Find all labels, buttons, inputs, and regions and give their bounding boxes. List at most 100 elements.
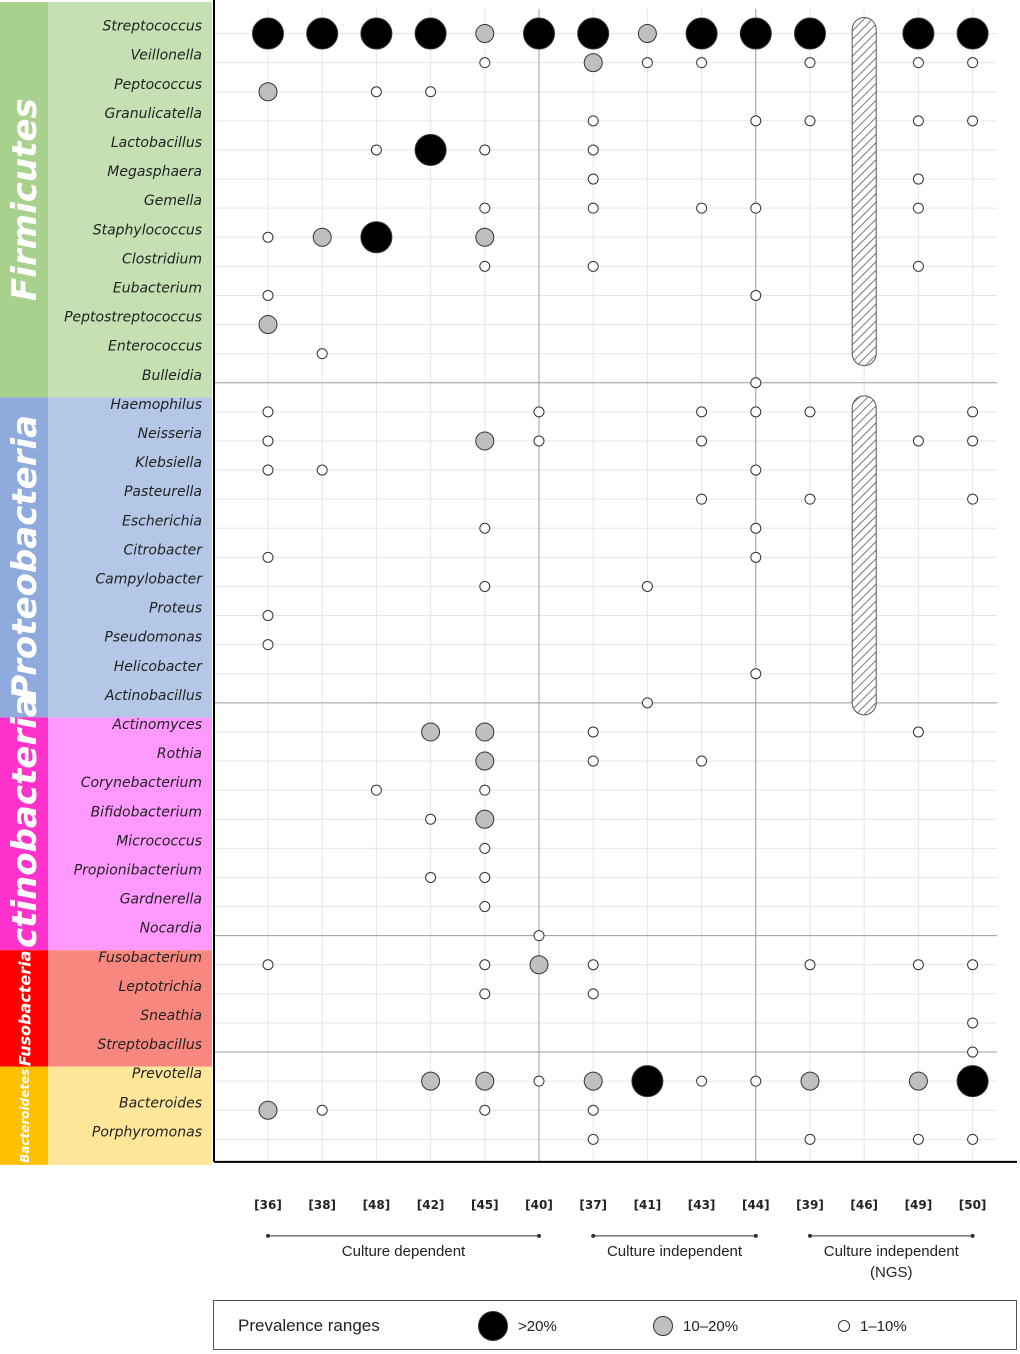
data-point bbox=[696, 755, 708, 767]
group-bracket-end bbox=[266, 1233, 270, 1238]
genus-label: Corynebacterium bbox=[81, 775, 202, 791]
phylum-label: Proteobacteria bbox=[5, 415, 45, 700]
data-point bbox=[479, 959, 491, 971]
genus-label: Citrobacter bbox=[124, 542, 204, 558]
genus-label: Streptococcus bbox=[102, 19, 202, 35]
x-tick-label: [43] bbox=[688, 1198, 716, 1212]
hatched-range bbox=[851, 17, 877, 367]
data-point bbox=[425, 871, 437, 883]
genus-label: Gardnerella bbox=[120, 892, 202, 908]
data-point bbox=[262, 610, 274, 622]
data-point bbox=[414, 133, 447, 166]
data-point bbox=[587, 115, 599, 127]
data-point bbox=[475, 431, 495, 451]
genus-label: Nocardia bbox=[140, 921, 202, 937]
legend-item-mid: 10–20% bbox=[653, 1311, 738, 1341]
prevalence-chart: FirmicutesProteobacteriaActinobacteriaFu… bbox=[0, 0, 1017, 1281]
phylum-label-area bbox=[48, 2, 212, 398]
legend-label-high: >20% bbox=[518, 1317, 557, 1335]
data-point bbox=[912, 115, 924, 127]
data-point bbox=[750, 1075, 762, 1087]
data-point bbox=[425, 86, 437, 98]
genus-label: Eubacterium bbox=[113, 280, 202, 296]
data-point bbox=[479, 784, 491, 796]
data-point bbox=[750, 377, 762, 389]
genus-label: Staphylococcus bbox=[93, 222, 202, 238]
data-point bbox=[696, 406, 708, 418]
legend-item-high: >20% bbox=[478, 1311, 557, 1341]
data-point bbox=[912, 959, 924, 971]
data-point bbox=[479, 202, 491, 214]
data-point bbox=[739, 17, 772, 50]
data-point bbox=[696, 493, 708, 505]
phylum-backgrounds: FirmicutesProteobacteriaActinobacteriaFu… bbox=[0, 2, 212, 1165]
data-point bbox=[316, 1104, 328, 1116]
phylum-label-area bbox=[48, 1066, 212, 1165]
genus-label: Escherichia bbox=[122, 513, 202, 529]
phylum-band bbox=[0, 950, 48, 1067]
phylum-label: Fusobacteria bbox=[16, 951, 35, 1067]
data-point bbox=[479, 57, 491, 69]
data-point bbox=[479, 580, 491, 592]
data-point bbox=[312, 227, 332, 247]
data-point bbox=[425, 813, 437, 825]
genus-label: Enterococcus bbox=[108, 339, 202, 355]
genus-label: Actinobacillus bbox=[104, 688, 202, 704]
legend-swatch-mid bbox=[653, 1316, 673, 1336]
data-point bbox=[316, 348, 328, 360]
data-point bbox=[967, 1017, 979, 1029]
data-point bbox=[587, 260, 599, 272]
data-point bbox=[523, 17, 555, 50]
data-point bbox=[587, 726, 599, 738]
data-point bbox=[252, 17, 284, 50]
data-point bbox=[631, 1065, 664, 1098]
genus-label: Lactobacillus bbox=[111, 135, 202, 151]
data-point bbox=[641, 57, 653, 69]
data-point bbox=[370, 86, 382, 98]
data-point bbox=[583, 1071, 603, 1091]
data-point bbox=[475, 1071, 495, 1091]
data-point bbox=[750, 522, 762, 534]
phylum-label-area bbox=[48, 950, 212, 1067]
x-tick-label: [39] bbox=[796, 1198, 824, 1212]
legend-label-mid: 10–20% bbox=[683, 1317, 739, 1335]
genus-label: Neisseria bbox=[138, 426, 202, 442]
data-point bbox=[967, 959, 979, 971]
x-tick-label: [50] bbox=[959, 1198, 987, 1212]
genus-label: Micrococcus bbox=[116, 833, 202, 849]
genus-label: Rothia bbox=[157, 746, 202, 762]
data-point bbox=[262, 551, 274, 563]
data-point bbox=[750, 551, 762, 563]
data-point bbox=[475, 24, 495, 44]
phylum-label: Firmicutes bbox=[5, 98, 45, 301]
genus-label: Bulleidia bbox=[142, 368, 202, 384]
data-point bbox=[529, 955, 549, 975]
data-point bbox=[956, 17, 989, 50]
genus-label: Bacteroides bbox=[119, 1095, 202, 1111]
group-label: Culture independent bbox=[607, 1243, 743, 1260]
data-point bbox=[262, 464, 274, 476]
genus-label: Propionibacterium bbox=[74, 862, 202, 878]
phylum-label: Bacteroidetes bbox=[18, 1069, 32, 1163]
phylum-band bbox=[0, 717, 48, 951]
data-point bbox=[750, 406, 762, 418]
data-point bbox=[533, 930, 545, 942]
genus-label: Peptostreptococcus bbox=[64, 310, 202, 326]
genus-label: Gemella bbox=[144, 193, 202, 209]
legend-swatch-low bbox=[838, 1320, 850, 1332]
data-point bbox=[316, 464, 328, 476]
data-point bbox=[696, 1075, 708, 1087]
data-point bbox=[750, 115, 762, 127]
data-point bbox=[475, 722, 495, 742]
data-point bbox=[750, 668, 762, 680]
data-point bbox=[587, 988, 599, 1000]
data-point bbox=[750, 464, 762, 476]
x-tick-label: [42] bbox=[417, 1198, 445, 1212]
data-point bbox=[533, 1075, 545, 1087]
data-point bbox=[587, 1133, 599, 1145]
legend-label-low: 1–10% bbox=[860, 1317, 907, 1335]
genus-label: Pseudomonas bbox=[104, 630, 202, 646]
data-point bbox=[475, 751, 495, 771]
data-point bbox=[967, 1133, 979, 1145]
x-tick-label: [44] bbox=[742, 1198, 770, 1212]
